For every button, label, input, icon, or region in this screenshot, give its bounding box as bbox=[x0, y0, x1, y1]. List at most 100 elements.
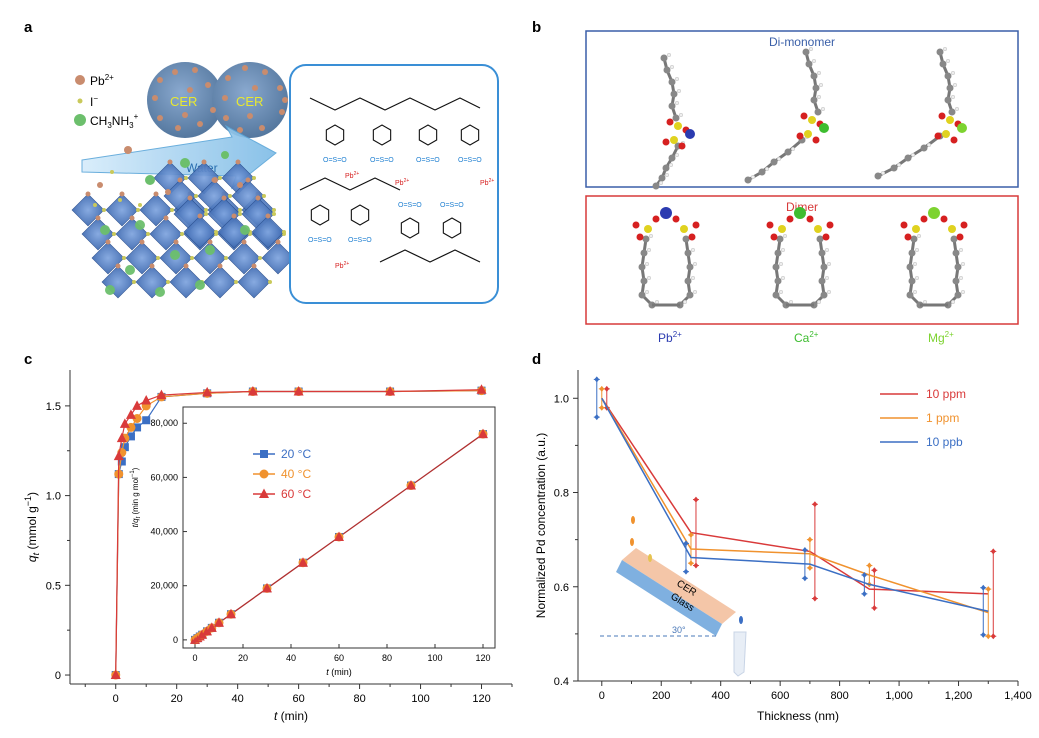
legend-label: 20 °C bbox=[281, 447, 311, 461]
cer-ion-dot bbox=[187, 87, 193, 93]
hydrogen-atom bbox=[658, 180, 664, 186]
x-tick-label: 0 bbox=[113, 693, 119, 705]
carbon-atom bbox=[684, 277, 692, 285]
inset-y-axis-label: t/qt (min g mol−1) bbox=[130, 467, 142, 527]
hydrogen-atom bbox=[914, 275, 920, 281]
cer-ion-dot bbox=[282, 97, 288, 103]
data-point-diamond bbox=[980, 631, 986, 638]
data-point-diamond bbox=[802, 575, 808, 582]
hydrogen-atom bbox=[958, 275, 964, 281]
cer-ion-dot bbox=[175, 125, 181, 131]
sulfur-atom bbox=[680, 225, 688, 233]
hydrogen-atom bbox=[910, 152, 916, 158]
data-point-square bbox=[260, 450, 268, 458]
pb-ion bbox=[95, 215, 101, 221]
oxygen-atom bbox=[692, 221, 700, 229]
sulfonate-group: O=S=O bbox=[370, 157, 394, 164]
panel-label-c: c bbox=[24, 351, 32, 368]
polymer-backbone-mid bbox=[299, 177, 401, 191]
hydrogen-atom bbox=[646, 247, 652, 253]
carbon-atom bbox=[802, 48, 810, 56]
data-point-triangle bbox=[197, 629, 208, 639]
data-point-diamond bbox=[604, 385, 610, 392]
ma-ion bbox=[240, 225, 250, 235]
sulfonate-group: O=S=O bbox=[323, 157, 347, 164]
carbon-atom bbox=[944, 96, 952, 104]
data-point-square bbox=[120, 443, 129, 452]
floating-ion bbox=[145, 175, 155, 185]
data-point-triangle bbox=[262, 582, 272, 593]
floating-ion bbox=[138, 203, 142, 207]
dimer-title: Dimer bbox=[786, 200, 818, 214]
cer-label-1: CER bbox=[170, 94, 197, 109]
cer-ion-dot bbox=[182, 112, 188, 118]
carbon-atom bbox=[952, 277, 960, 285]
carbon-atom bbox=[908, 249, 916, 257]
carbon-atom bbox=[944, 72, 952, 80]
inset-x-tick-label: 20 bbox=[238, 653, 248, 663]
x-tick-label: 1,000 bbox=[885, 690, 913, 702]
inset-y-tick-label: 40,000 bbox=[150, 527, 178, 537]
benzene-ring bbox=[442, 217, 462, 239]
y-tick-label: 0.8 bbox=[554, 488, 569, 500]
pb-ion bbox=[139, 239, 145, 245]
hydrogen-atom bbox=[666, 52, 672, 58]
benzene-ring bbox=[460, 124, 480, 146]
hydrogen-atom bbox=[826, 289, 832, 295]
legend-ma-label2: NH bbox=[112, 114, 129, 128]
pb-ion-label: Pb2+ bbox=[480, 178, 494, 187]
panel-label-d: d bbox=[532, 351, 541, 368]
data-point-diamond bbox=[812, 595, 818, 602]
data-point-triangle bbox=[478, 428, 488, 439]
carbon-atom bbox=[810, 96, 818, 104]
data-point-diamond bbox=[866, 562, 872, 569]
x-tick-label: 200 bbox=[652, 690, 670, 702]
oxygen-atom bbox=[956, 233, 964, 241]
inset-x-tick-label: 100 bbox=[427, 653, 442, 663]
ma-ion bbox=[170, 250, 180, 260]
di-monomer-title: Di-monomer bbox=[769, 35, 835, 49]
x-tick-label: 20 bbox=[171, 693, 183, 705]
x-axis-label: t (min) bbox=[274, 709, 308, 723]
oxygen-atom bbox=[938, 112, 946, 120]
cer-ion-dot bbox=[277, 85, 283, 91]
iodide-ion bbox=[170, 208, 174, 212]
oxygen-atom bbox=[920, 215, 928, 223]
resin-structure-box bbox=[289, 64, 499, 304]
carbon-atom bbox=[642, 235, 650, 243]
data-point-diamond bbox=[861, 590, 867, 597]
y-tick-label: 1.0 bbox=[46, 491, 61, 503]
legend-label: 10 ppm bbox=[926, 387, 966, 401]
iodide-ion bbox=[194, 194, 198, 198]
data-point-diamond bbox=[807, 564, 813, 571]
hydrogen-atom bbox=[912, 261, 918, 267]
oxygen-atom bbox=[822, 233, 830, 241]
hydrogen-atom bbox=[780, 275, 786, 281]
hydrogen-atom bbox=[950, 94, 956, 100]
data-point-triangle bbox=[156, 389, 167, 400]
oxygen-atom bbox=[960, 221, 968, 229]
iodide-ion bbox=[112, 232, 116, 236]
legend-ma-sub2: 3 bbox=[129, 121, 134, 130]
inset-chart: 0 20 40 60 80 100 120 0 20,000 40,000 60,000 80,000… bbox=[130, 406, 496, 677]
sulfur-atom bbox=[912, 225, 920, 233]
svg-text:Ca2+: Ca2+ bbox=[794, 330, 819, 345]
carbon-atom bbox=[770, 158, 778, 166]
carbon-atom bbox=[670, 90, 678, 98]
hydrogen-atom bbox=[926, 142, 932, 148]
y-tick-label: 0.4 bbox=[554, 676, 569, 688]
oxygen-atom bbox=[800, 112, 808, 120]
floating-ion bbox=[118, 198, 122, 202]
svg-text:Mg2+: Mg2+ bbox=[928, 330, 954, 345]
hydrogen-atom bbox=[820, 106, 826, 112]
carbon-atom bbox=[818, 249, 826, 257]
oxygen-atom bbox=[904, 233, 912, 241]
hydrogen-atom bbox=[952, 82, 958, 88]
benzene-ring bbox=[418, 124, 438, 146]
ma-ion bbox=[155, 287, 165, 297]
oxygen-atom bbox=[950, 136, 958, 144]
legend-label: 10 ppb bbox=[926, 435, 963, 449]
sulfonate-group: O=S=O bbox=[308, 237, 332, 244]
iodide-ion bbox=[238, 208, 242, 212]
x-tick-label: 800 bbox=[830, 690, 848, 702]
